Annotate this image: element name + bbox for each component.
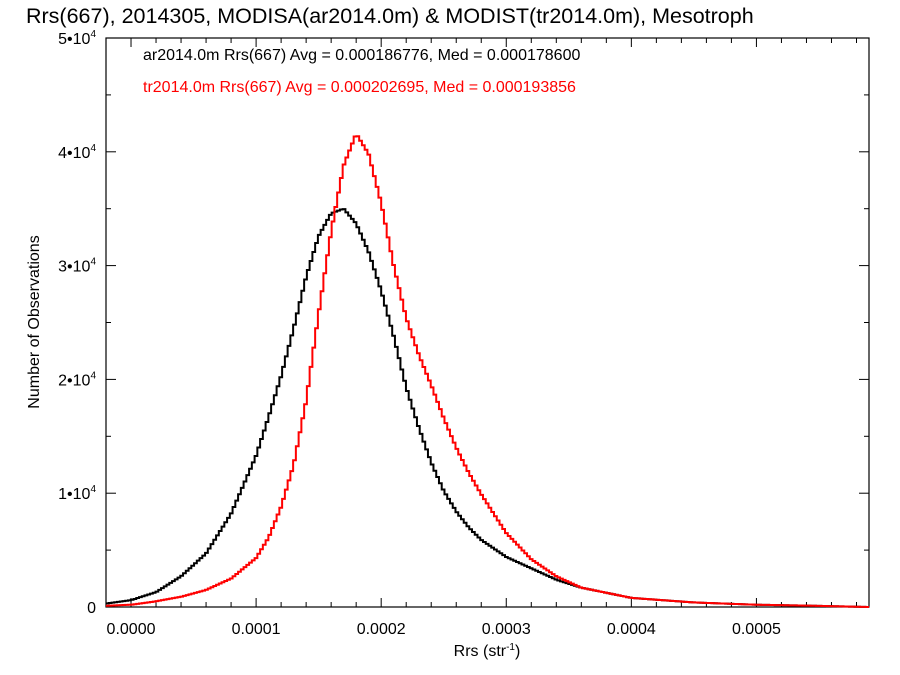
x-axis-label-main: Rrs (str <box>454 643 507 660</box>
legend: ar2014.0m Rrs(667) Avg = 0.000186776, Me… <box>143 47 580 96</box>
series-ar2014-line <box>106 208 870 608</box>
x-axis-label-sup: -1 <box>506 642 515 653</box>
legend-entry-tr2014: tr2014.0m Rrs(667) Avg = 0.000202695, Me… <box>143 79 576 96</box>
legend-entry-ar2014: ar2014.0m Rrs(667) Avg = 0.000186776, Me… <box>143 47 580 64</box>
y-tick-label: 5•104 <box>58 29 96 48</box>
x-tick-label: 0.0002 <box>357 621 406 638</box>
y-axis-label: Number of Observations <box>26 235 43 408</box>
x-tick-label: 0.0000 <box>107 621 156 638</box>
y-tick-label: 1•104 <box>58 484 96 503</box>
chart-title: Rrs(667), 2014305, MODISA(ar2014.0m) & M… <box>26 4 754 28</box>
plot-frame <box>105 37 870 608</box>
x-tick-label: 0.0005 <box>732 621 781 638</box>
x-axis-label: Rrs (str-1) <box>454 642 521 660</box>
x-axis-label-end: ) <box>515 643 520 660</box>
y-tick-label: 3•104 <box>58 257 96 276</box>
y-axis-ticks: 0 1•104 2•104 3•104 4•104 5•104 <box>58 29 869 617</box>
x-tick-label: 0.0003 <box>482 621 531 638</box>
y-tick-label: 4•104 <box>58 143 96 162</box>
x-tick-label: 0.0001 <box>232 621 281 638</box>
y-tick-label: 2•104 <box>58 370 96 389</box>
x-tick-label: 0.0004 <box>607 621 656 638</box>
y-tick-label: 0 <box>87 600 96 617</box>
series-tr2014-line <box>106 135 870 608</box>
x-axis-ticks: 0.0000 0.0001 0.0002 0.0003 0.0004 0.0005 <box>105 38 857 638</box>
series-layer <box>106 135 870 608</box>
